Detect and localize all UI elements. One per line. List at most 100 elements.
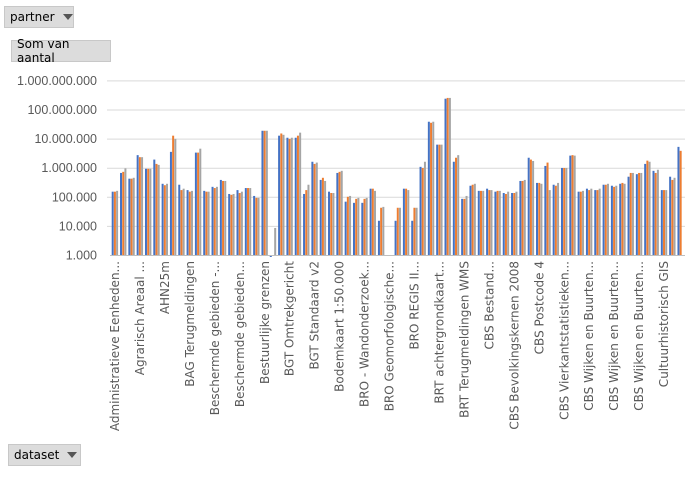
bar-series-1-cat-17	[244, 188, 247, 255]
bar-series-3-cat-55	[565, 167, 568, 255]
bar-series-1-cat-21	[278, 135, 281, 255]
bar-series-2-cat-11	[197, 152, 200, 255]
bar-series-2-cat-42	[455, 157, 458, 255]
bar-series-2-cat-43	[463, 198, 466, 255]
bar-series-2-cat-36	[405, 188, 408, 255]
bar-series-3-cat-60	[606, 183, 609, 255]
y-tick-label: 1.000.000.000	[17, 74, 97, 88]
x-category-label: BGT Standaard v2	[308, 261, 322, 370]
bar-series-2-cat-65	[646, 160, 649, 255]
bar-series-2-cat-17	[247, 188, 250, 255]
bar-series-2-cat-58	[588, 190, 591, 255]
bar-series-3-cat-1	[116, 190, 119, 255]
y-tick-label: 100.000	[52, 190, 97, 204]
y-tick-label: 10.000	[59, 219, 97, 233]
bar-series-1-cat-10	[186, 190, 189, 255]
bar-series-3-cat-46	[490, 190, 493, 255]
bar-series-3-cat-59	[598, 188, 601, 255]
bar-series-3-cat-47	[498, 190, 501, 255]
bar-series-3-cat-11	[199, 148, 202, 255]
bar-series-2-cat-26	[321, 177, 324, 255]
bar-series-3-cat-5	[149, 168, 152, 255]
bar-series-3-cat-36	[407, 190, 410, 255]
bar-series-3-cat-51	[532, 160, 535, 255]
value-field-label: Som van aantal	[17, 37, 70, 65]
y-axis-tick-labels: 1.000 10.000 100.000 1.000.000 10.000.000 100…	[17, 74, 97, 263]
bar-series-2-cat-60	[604, 184, 607, 255]
bar-series-1-cat-33	[377, 220, 380, 255]
partner-filter-label: partner	[10, 10, 55, 24]
bar-series-2-cat-48	[504, 193, 507, 255]
value-field-button[interactable]: Som van aantal	[11, 37, 111, 65]
bar-series-1-cat-49	[511, 193, 514, 255]
bar-series-3-cat-45	[482, 190, 485, 255]
bar-series-3-cat-63	[631, 172, 634, 255]
bar-series-3-cat-3	[132, 177, 135, 255]
bar-series-1-cat-61	[610, 185, 613, 255]
bar-series-3-cat-65	[648, 161, 651, 255]
x-category-label: BGT Omtrekgericht	[283, 261, 297, 376]
x-category-label: BRT Terugmeldingen WMS	[457, 261, 471, 418]
bar-series-2-cat-41	[446, 97, 449, 255]
bar-series-2-cat-40	[438, 144, 441, 255]
bar-series-1-cat-60	[602, 184, 605, 255]
bar-series-1-cat-50	[519, 180, 522, 255]
x-category-label: Beschermde gebieden -...	[208, 261, 222, 415]
bar-series-3-cat-57	[582, 190, 585, 255]
x-category-label: CBS Bestand...	[482, 261, 496, 349]
bar-series-2-cat-12	[205, 191, 208, 255]
bar-series-3-cat-23	[299, 132, 302, 255]
bar-series-1-cat-36	[402, 188, 405, 255]
bar-series-3-cat-41	[448, 97, 451, 255]
bar-series-3-cat-9	[182, 188, 185, 255]
bar-series-1-cat-41	[444, 98, 447, 255]
bar-series-3-cat-18	[257, 197, 260, 255]
bar-series-2-cat-45	[479, 190, 482, 255]
bar-series-2-cat-44	[471, 184, 474, 255]
bar-series-1-cat-51	[527, 157, 530, 255]
bar-series-3-cat-13	[215, 186, 218, 255]
partner-filter-button[interactable]: partner	[4, 6, 74, 28]
dropdown-arrow-icon	[62, 14, 73, 20]
bar-series-2-cat-16	[238, 193, 241, 255]
bar-series-1-cat-1	[111, 191, 114, 255]
bar-series-3-cat-6	[157, 164, 160, 255]
bar-series-2-cat-8	[172, 135, 175, 255]
x-category-label: CBS Wijken en Buurten...	[582, 261, 596, 411]
bar-series-3-cat-44	[473, 183, 476, 255]
bar-series-3-cat-66	[656, 169, 659, 255]
bar-series-1-cat-25	[311, 161, 314, 255]
x-category-label: Bestuurlijke grenzen	[258, 261, 272, 384]
bar-series-1-cat-32	[369, 188, 372, 255]
bar-series-1-cat-40	[436, 144, 439, 255]
bar-series-1-cat-66	[652, 170, 655, 255]
bar-series-2-cat-64	[638, 172, 641, 255]
bar-series-1-cat-15	[228, 193, 231, 255]
bar-series-2-cat-51	[529, 159, 532, 255]
bar-series-1-cat-54	[552, 184, 555, 255]
bar-series-2-cat-22	[288, 138, 291, 255]
bar-series-1-cat-53	[544, 165, 547, 255]
bar-series-3-cat-40	[440, 144, 443, 255]
bar-series-1-cat-9	[178, 184, 181, 255]
bar-series-2-cat-3	[130, 178, 133, 255]
bar-series-2-cat-61	[613, 186, 616, 255]
x-category-label: BRO - Wandonderzoek...	[358, 261, 372, 407]
bar-series-1-cat-68	[669, 176, 672, 255]
bar-series-2-cat-18	[255, 197, 258, 255]
bar-series-2-cat-39	[430, 122, 433, 256]
bar-series-3-cat-22	[290, 137, 293, 255]
bar-series-1-cat-3	[128, 178, 131, 255]
bar-series-1-cat-47	[494, 191, 497, 255]
bar-series-2-cat-13	[213, 188, 216, 255]
dataset-axis-field-button[interactable]: dataset	[8, 444, 81, 466]
bar-series-2-cat-67	[663, 190, 666, 255]
x-category-label: Administratieve Eenheden...	[108, 261, 122, 431]
bar-series-1-cat-44	[469, 185, 472, 255]
x-category-label: Beschermde gebieden...	[233, 261, 247, 407]
bar-series-3-cat-27	[332, 193, 335, 255]
bar-series-2-cat-5	[147, 168, 150, 255]
bar-series-2-cat-35	[396, 207, 399, 255]
x-category-label: CBS Wijken en Buurten...	[607, 261, 621, 411]
bar-series-1-cat-69	[677, 146, 680, 255]
